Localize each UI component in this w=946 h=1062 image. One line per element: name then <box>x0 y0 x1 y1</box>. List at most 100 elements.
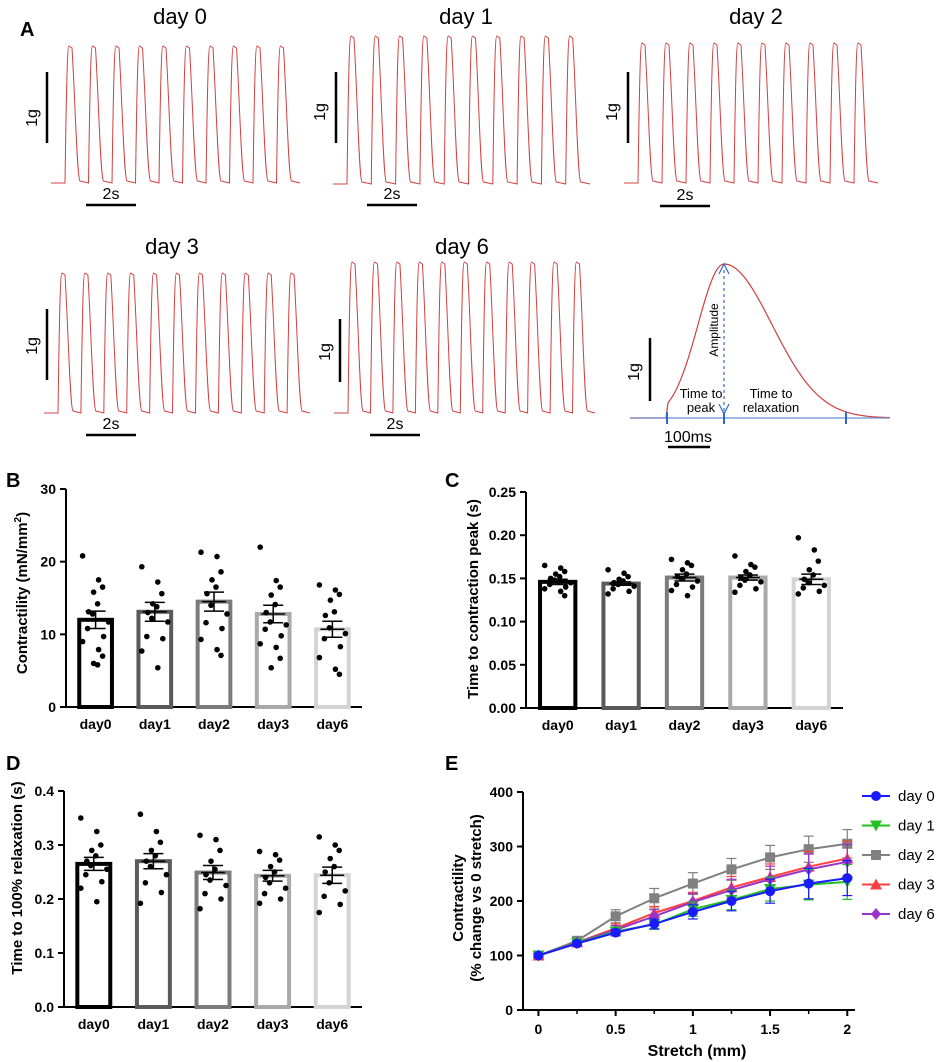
data-point-day6 <box>806 566 813 573</box>
chart-b-ylabel: Contractility (mN/mm2) <box>13 512 31 674</box>
data-point-day1 <box>631 583 637 589</box>
legend-item-day6: day 6 <box>862 906 935 923</box>
y-tick-label: 0.25 <box>489 484 516 500</box>
data-point-day1 <box>620 578 626 584</box>
bar-day2 <box>195 599 233 710</box>
data-point-day6 <box>321 635 328 642</box>
trace-day6 <box>334 261 596 414</box>
trace-waveform <box>51 45 301 184</box>
data-point-day3 <box>273 644 280 651</box>
x-tick-label-day2: day2 <box>197 1016 229 1032</box>
data-point-day1 <box>147 863 154 870</box>
trace-day3 <box>44 272 311 414</box>
data-point-day3 <box>268 592 275 598</box>
data-point-day1 <box>605 566 611 573</box>
data-point-day6 <box>801 576 808 583</box>
data-point-day3 <box>277 896 284 902</box>
schematic-scale-y-label: 1g <box>626 363 643 381</box>
data-point-day1 <box>145 609 151 616</box>
data-point-day6 <box>342 630 349 637</box>
data-point-day0 <box>557 565 564 571</box>
x-tick-label-day0: day0 <box>78 1016 110 1032</box>
data-point-day0 <box>561 568 568 575</box>
data-point-day3 <box>273 577 280 584</box>
data-point-day2 <box>679 566 686 573</box>
data-point <box>533 950 544 961</box>
bar-day1 <box>134 859 172 1010</box>
data-point-day1 <box>137 811 144 818</box>
trace-day2 <box>624 42 879 184</box>
data-point <box>687 906 698 917</box>
data-point-day0 <box>84 625 91 632</box>
data-point <box>765 852 776 863</box>
data-point-day3 <box>277 584 284 590</box>
schematic-ttr-line2: relaxation <box>743 400 799 415</box>
y-tick-label: 0.00 <box>489 700 516 716</box>
data-point-day6 <box>316 834 323 840</box>
bar-day2 <box>194 870 232 1009</box>
trace-title-day6: day 6 <box>435 234 489 259</box>
x-tick-label-day6: day6 <box>316 716 348 732</box>
data-point-day3 <box>262 626 269 633</box>
scale-x-label-day1: 2s <box>384 186 401 203</box>
data-point-day3 <box>256 900 263 907</box>
schematic-scale-x-label: 100ms <box>664 429 712 446</box>
x-tick-label: 2 <box>843 1021 851 1037</box>
data-point-day6 <box>795 591 802 597</box>
trace-title-day2: day 2 <box>729 4 783 29</box>
trace-title-day1: day 1 <box>439 4 493 29</box>
data-point-day1 <box>148 847 155 854</box>
data-point <box>610 911 621 922</box>
data-point-day0 <box>546 581 553 588</box>
scale-y-label-day1: 1g <box>312 103 329 121</box>
data-point-day1 <box>139 563 145 570</box>
data-point-day3 <box>283 622 290 628</box>
data-point-day6 <box>336 591 343 598</box>
data-point-day6 <box>337 901 344 908</box>
data-point-day2 <box>202 890 208 897</box>
data-point-day6 <box>321 893 328 900</box>
data-point-day1 <box>150 601 156 607</box>
data-point-day6 <box>795 534 802 541</box>
y-tick-label: 300 <box>490 839 514 855</box>
data-point-day2 <box>213 584 219 590</box>
data-point-day6 <box>322 612 329 619</box>
data-point-day2 <box>212 866 218 873</box>
data-point-day1 <box>605 591 611 597</box>
data-point-day1 <box>137 900 144 907</box>
data-point-day0 <box>99 878 105 885</box>
data-point-day6 <box>316 582 323 588</box>
data-point-day6 <box>316 909 323 916</box>
data-point-day6 <box>326 624 333 631</box>
data-point-day3 <box>742 577 748 583</box>
data-point-day3 <box>267 619 274 625</box>
contraction-schematic: Amplitude Time to peak Time to relaxatio… <box>626 262 890 446</box>
chart-time-to-relaxation: 0.0 0.1 0.2 0.3 0.4 day0 day1 day2 day3 day6 <box>35 783 362 1032</box>
data-point-day6 <box>815 558 822 564</box>
data-point-day1 <box>621 570 627 577</box>
data-point-day6 <box>821 582 828 589</box>
data-point-day0 <box>89 847 95 854</box>
x-tick-label-day0: day0 <box>542 717 574 733</box>
legend-item-day0: day 0 <box>862 788 935 805</box>
data-point-day0 <box>83 871 89 878</box>
legend-marker <box>870 878 882 890</box>
data-point-day1 <box>158 889 165 896</box>
y-tick-label: 0.4 <box>35 783 55 799</box>
data-point-day6 <box>336 847 343 854</box>
bar-day3 <box>254 611 292 710</box>
data-point-day6 <box>811 547 818 553</box>
data-point <box>726 896 737 906</box>
data-point-day0 <box>95 646 102 653</box>
data-point-day2 <box>668 556 675 563</box>
data-point-day0 <box>104 866 110 873</box>
data-point-day0 <box>79 638 86 645</box>
data-point <box>726 864 737 875</box>
data-point-day2 <box>204 590 210 597</box>
data-point-day0 <box>94 662 101 668</box>
y-tick-label: 0.1 <box>35 945 55 961</box>
y-tick-label: 10 <box>40 626 56 642</box>
data-point-day2 <box>223 882 229 889</box>
data-point-day1 <box>615 581 621 588</box>
schematic-ttr-line1: Time to <box>750 386 793 401</box>
